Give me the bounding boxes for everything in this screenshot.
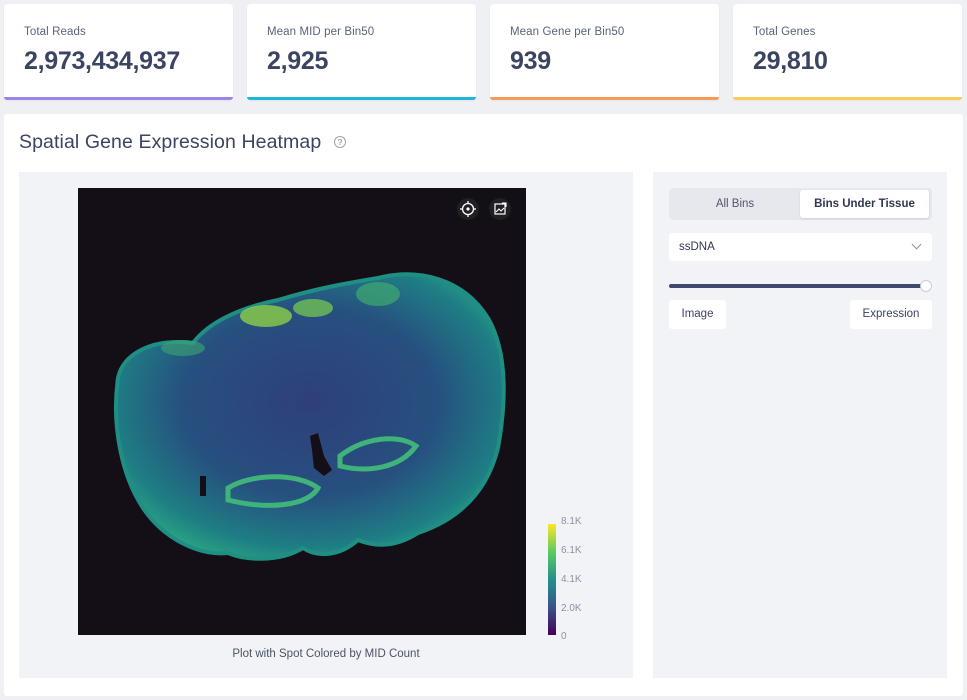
- stat-value: 2,973,434,937: [24, 47, 180, 75]
- image-button[interactable]: Image: [669, 300, 726, 329]
- tissue-outline: [114, 272, 506, 561]
- plot-panel: 8.1K 6.1K 4.1K 2.0K 0 Plot with Spot Col…: [19, 172, 633, 678]
- ventricle-cavity: [310, 433, 332, 476]
- tab-bins-under-tissue[interactable]: Bins Under Tissue: [800, 190, 929, 218]
- cortex-highlight: [293, 299, 333, 317]
- stat-value: 2,925: [267, 47, 329, 75]
- blend-slider-handle[interactable]: [920, 280, 932, 292]
- stat-value: 29,810: [753, 47, 828, 75]
- stat-label: Mean Gene per Bin50: [510, 26, 625, 38]
- heatmap-plot[interactable]: [78, 188, 526, 635]
- hippocampus-layer: [225, 474, 322, 508]
- colorbar-tick: 8.1K: [561, 516, 582, 527]
- stat-accent-bar: [4, 97, 233, 100]
- colorbar: [548, 524, 556, 635]
- stat-accent-bar: [247, 97, 476, 100]
- control-panel: All Bins Bins Under Tissue ssDNA Image E…: [653, 172, 947, 678]
- tab-all-bins[interactable]: All Bins: [715, 198, 755, 210]
- stat-value: 939: [510, 47, 551, 75]
- plot-caption: Plot with Spot Colored by MID Count: [232, 648, 420, 660]
- cortex-highlight: [356, 282, 400, 306]
- stat-accent-bar: [733, 97, 962, 100]
- stat-label: Total Genes: [753, 26, 816, 38]
- chevron-down-icon: [911, 239, 922, 250]
- stat-card-total-genes: Total Genes 29,810: [733, 4, 962, 100]
- help-icon[interactable]: ?: [334, 136, 346, 148]
- colorbar-tick: 6.1K: [561, 545, 582, 556]
- select-value: ssDNA: [679, 241, 715, 253]
- stat-card-mean-gene: Mean Gene per Bin50 939: [490, 4, 719, 100]
- stat-card-total-reads: Total Reads 2,973,434,937: [4, 4, 233, 100]
- stat-label: Total Reads: [24, 26, 86, 38]
- section-title: Spatial Gene Expression Heatmap: [19, 131, 322, 153]
- ventricle-cavity: [200, 476, 206, 496]
- stat-card-mean-mid: Mean MID per Bin50 2,925: [247, 4, 476, 100]
- image-export-button[interactable]: [489, 198, 511, 220]
- hippocampus-layer: [337, 436, 420, 472]
- stat-accent-bar: [490, 97, 719, 100]
- locate-button[interactable]: [457, 198, 479, 220]
- colorbar-tick: 0: [561, 631, 567, 642]
- image-layer-select[interactable]: ssDNA: [669, 233, 932, 261]
- image-export-icon: [494, 202, 507, 215]
- colorbar-tick: 2.0K: [561, 603, 582, 614]
- cortex-highlight: [161, 340, 205, 356]
- stat-label: Mean MID per Bin50: [267, 26, 375, 38]
- tissue-heatmap-image: [114, 272, 506, 561]
- blend-slider-track[interactable]: [669, 284, 928, 288]
- colorbar-tick: 4.1K: [561, 574, 582, 585]
- locate-icon: [460, 201, 476, 217]
- heatmap-section: Spatial Gene Expression Heatmap ?: [4, 114, 963, 696]
- cortex-highlight: [240, 305, 292, 327]
- expression-button[interactable]: Expression: [850, 300, 932, 329]
- bin-filter-toggle: All Bins Bins Under Tissue: [669, 188, 932, 220]
